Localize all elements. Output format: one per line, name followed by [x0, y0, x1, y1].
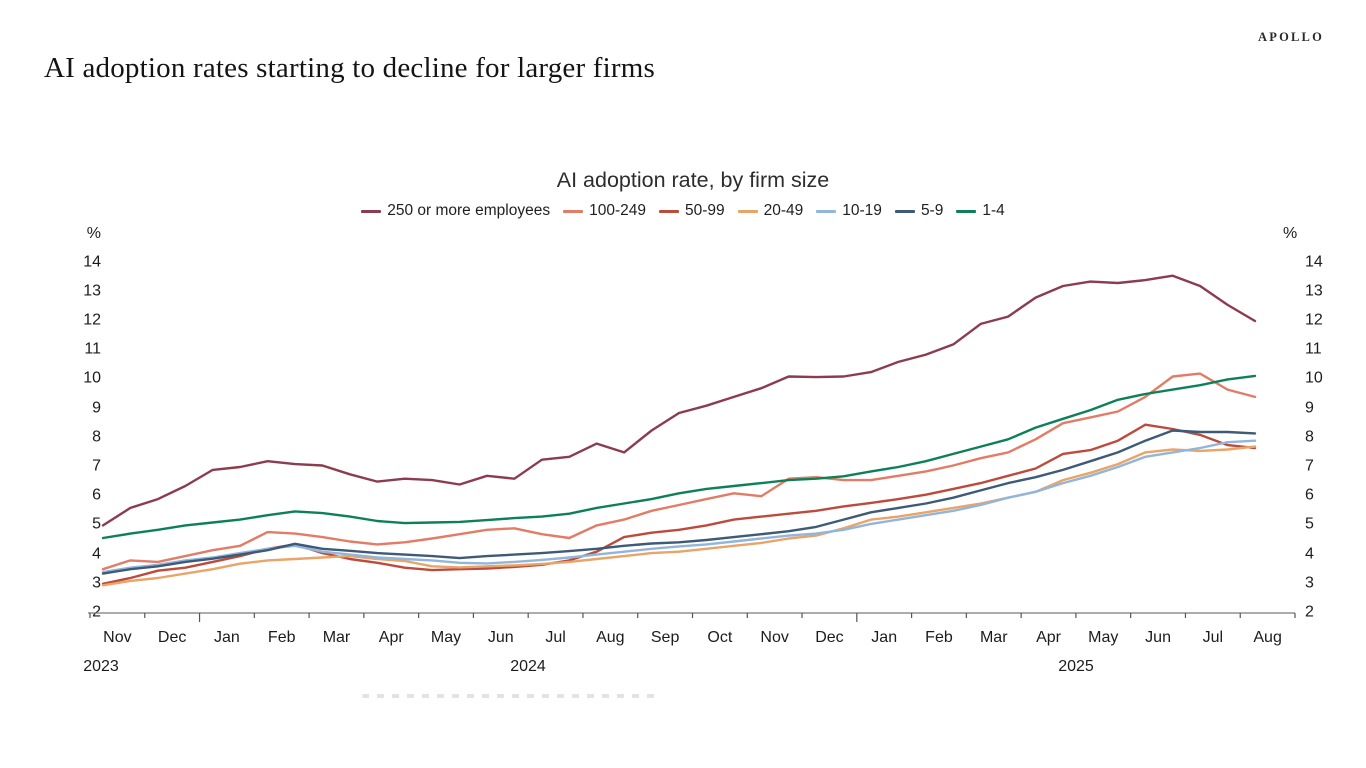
x-year-label: 2025 [1058, 658, 1094, 675]
legend-swatch-icon [361, 209, 382, 213]
x-tick-label: Dec [157, 629, 187, 646]
y-tick-label-left: 2 [92, 603, 101, 621]
y-tick-label-right: 2 [1305, 603, 1314, 621]
legend-label: 100-249 [589, 202, 646, 219]
legend-swatch-icon [563, 209, 584, 213]
y-tick-label-right: 7 [1305, 457, 1314, 475]
chart-title: AI adoption rate, by firm size [556, 168, 830, 192]
legend-item: 20-49 [737, 202, 804, 220]
y-tick-label-left: 7 [92, 457, 101, 475]
x-year-label: 2024 [510, 658, 546, 675]
x-tick-label: Jan [214, 629, 240, 646]
y-tick-label-right: 4 [1305, 545, 1314, 563]
x-tick-label: Apr [378, 629, 404, 646]
y-tick-label-right: 3 [1305, 574, 1314, 592]
y-tick-label-left: 14 [83, 253, 101, 271]
series-line-20-49 [101, 445, 1257, 587]
y-tick-label-left: 10 [83, 370, 101, 388]
legend-swatch-icon [737, 209, 758, 213]
legend-item: 10-19 [816, 202, 882, 220]
page-headline: AI adoption rates starting to decline fo… [44, 52, 656, 84]
legend-item: 5-9 [894, 202, 944, 220]
y-tick-label-left: 13 [83, 282, 101, 300]
x-tick-label: Jan [871, 629, 898, 646]
footnote-smudge [362, 694, 658, 698]
y-tick-label-right: 10 [1305, 370, 1323, 388]
x-tick-label: Jul [545, 629, 566, 646]
y-tick-label-left: 5 [92, 516, 101, 534]
x-tick-label: May [430, 629, 462, 646]
y-tick-label-right: 13 [1305, 282, 1323, 300]
x-tick-label: Feb [925, 629, 953, 646]
y-tick-label-left: 11 [84, 340, 101, 358]
y-tick-label-left: 8 [92, 428, 101, 446]
legend-swatch-icon [956, 209, 977, 213]
y-tick-label-left: 6 [92, 486, 101, 504]
x-year-label: 2023 [83, 658, 119, 675]
series-line-10-19 [101, 439, 1257, 574]
legend-label: 1-4 [982, 202, 1005, 219]
series-line-5-9 [101, 429, 1257, 575]
x-tick-label: Jun [487, 629, 514, 646]
y-tick-label-right: 8 [1305, 428, 1314, 446]
legend-label: 5-9 [920, 202, 944, 219]
series-line-1-4 [101, 374, 1257, 540]
y-tick-label-right: 6 [1305, 486, 1314, 504]
legend-label: 10-19 [842, 202, 882, 219]
y-tick-label-left: 3 [92, 574, 101, 592]
x-tick-label: Nov [103, 629, 132, 646]
legend-item: 50-99 [658, 202, 725, 220]
series-line-250-or-more-employees [101, 274, 1257, 527]
chart-legend: 250 or more employees 100-249 50-99 20-49 10… [0, 202, 1366, 220]
y-tick-label-right: 11 [1305, 340, 1322, 358]
x-tick-label: Aug [1253, 629, 1282, 646]
x-tick-label: May [1088, 629, 1119, 646]
y-tick-label-left: 12 [83, 311, 101, 329]
series-line-100-249 [101, 372, 1257, 571]
legend-swatch-icon [658, 209, 679, 213]
legend-item: 1-4 [956, 202, 1005, 220]
x-tick-label: Mar [979, 629, 1008, 646]
y-tick-label-right: 5 [1305, 516, 1314, 534]
legend-label: 250 or more employees [387, 202, 551, 219]
y-tick-label-right: 14 [1305, 253, 1323, 271]
legend-label: 50-99 [684, 202, 725, 219]
x-tick-label: Feb [267, 629, 296, 646]
x-tick-label: Nov [760, 629, 789, 646]
y-tick-label-right: 9 [1305, 399, 1314, 417]
x-tick-label: Mar [322, 629, 351, 646]
x-tick-label: Sep [650, 629, 680, 646]
x-tick-label: Jun [1145, 629, 1171, 646]
x-tick-label: Oct [707, 629, 733, 646]
legend-swatch-icon [816, 209, 837, 213]
x-tick-label: Apr [1036, 629, 1061, 646]
y-tick-label-right: 12 [1305, 311, 1323, 329]
legend-item: 100-249 [563, 202, 646, 220]
legend-item: 250 or more employees [361, 202, 550, 220]
y-axis-unit-left: % [86, 225, 101, 242]
legend-label: 20-49 [763, 202, 804, 219]
x-tick-label: Jul [1202, 629, 1224, 646]
apollo-logo: APOLLO [1258, 30, 1324, 44]
x-tick-label: Aug [596, 629, 625, 646]
y-axis-unit-right: % [1283, 225, 1298, 242]
x-tick-label: Dec [815, 629, 844, 646]
legend-swatch-icon [894, 209, 915, 213]
y-tick-label-left: 9 [92, 399, 101, 417]
y-tick-label-left: 4 [92, 545, 101, 563]
